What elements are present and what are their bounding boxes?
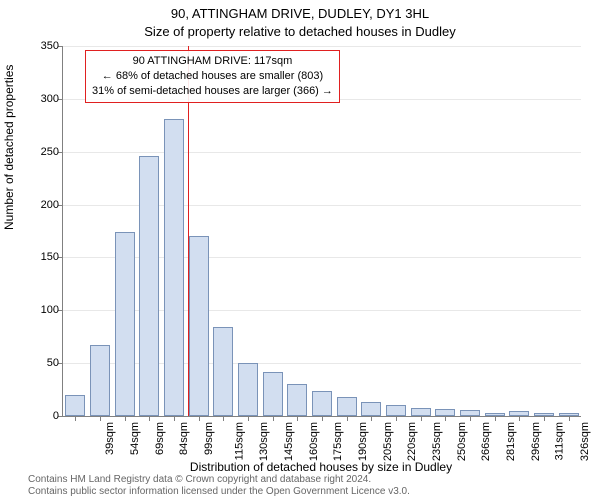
footer-attribution: Contains HM Land Registry data © Crown c… <box>28 474 410 498</box>
xtick-mark <box>421 416 422 421</box>
xtick-label: 296sqm <box>530 422 542 461</box>
xtick-mark <box>297 416 298 421</box>
histogram-bar <box>213 327 233 416</box>
xtick-mark <box>470 416 471 421</box>
chart-title-sub: Size of property relative to detached ho… <box>0 24 600 39</box>
histogram-bar <box>115 232 135 416</box>
histogram-bar <box>139 156 159 416</box>
histogram-bar <box>386 405 406 416</box>
footer-line-2: Contains public sector information licen… <box>28 486 410 498</box>
xtick-label: 190sqm <box>357 422 369 461</box>
xtick-label: 115sqm <box>233 422 245 460</box>
histogram-bar <box>361 402 381 416</box>
histogram-bar <box>90 345 110 416</box>
xtick-label: 250sqm <box>456 422 468 461</box>
property-info-box: 90 ATTINGHAM DRIVE: 117sqm← 68% of detac… <box>85 50 340 103</box>
histogram-bar <box>164 119 184 416</box>
xtick-label: 84sqm <box>178 422 190 455</box>
gridline <box>63 152 581 153</box>
xtick-label: 235sqm <box>431 422 443 461</box>
ytick-label: 350 <box>19 40 59 52</box>
histogram-bar <box>238 363 258 416</box>
ytick-label: 250 <box>19 146 59 158</box>
histogram-bar <box>287 384 307 416</box>
histogram-bar <box>435 409 455 416</box>
xtick-mark <box>149 416 150 421</box>
ytick-label: 150 <box>19 251 59 263</box>
y-axis-label: Number of detached properties <box>2 65 16 230</box>
xtick-mark <box>125 416 126 421</box>
histogram-bar <box>312 391 332 416</box>
xtick-mark <box>569 416 570 421</box>
xtick-label: 326sqm <box>579 422 591 461</box>
footer-line-1: Contains HM Land Registry data © Crown c… <box>28 474 410 486</box>
info-line-larger: 31% of semi-detached houses are larger (… <box>92 84 333 99</box>
chart-title-main: 90, ATTINGHAM DRIVE, DUDLEY, DY1 3HL <box>0 6 600 21</box>
xtick-mark <box>519 416 520 421</box>
ytick-label: 300 <box>19 93 59 105</box>
xtick-label: 175sqm <box>332 422 344 461</box>
xtick-mark <box>174 416 175 421</box>
ytick-label: 100 <box>19 304 59 316</box>
xtick-label: 281sqm <box>505 422 517 461</box>
histogram-bar <box>411 408 431 416</box>
xtick-mark <box>199 416 200 421</box>
plot-area: 90 ATTINGHAM DRIVE: 117sqm← 68% of detac… <box>62 46 581 417</box>
xtick-mark <box>322 416 323 421</box>
xtick-mark <box>223 416 224 421</box>
xtick-label: 69sqm <box>154 422 166 455</box>
info-line-smaller: ← 68% of detached houses are smaller (80… <box>92 69 333 84</box>
xtick-label: 266sqm <box>480 422 492 461</box>
xtick-mark <box>371 416 372 421</box>
xtick-label: 311sqm <box>554 422 566 460</box>
xtick-mark <box>445 416 446 421</box>
xtick-label: 54sqm <box>129 422 141 455</box>
xtick-mark <box>273 416 274 421</box>
gridline <box>63 46 581 47</box>
xtick-mark <box>248 416 249 421</box>
xtick-label: 99sqm <box>203 422 215 455</box>
xtick-mark <box>544 416 545 421</box>
xtick-mark <box>495 416 496 421</box>
xtick-label: 160sqm <box>308 422 320 461</box>
x-axis-label: Distribution of detached houses by size … <box>62 460 580 474</box>
xtick-label: 130sqm <box>258 422 270 461</box>
xtick-mark <box>100 416 101 421</box>
histogram-bar <box>337 397 357 416</box>
xtick-mark <box>347 416 348 421</box>
ytick-label: 0 <box>19 410 59 422</box>
xtick-label: 39sqm <box>104 422 116 455</box>
ytick-label: 50 <box>19 357 59 369</box>
xtick-label: 220sqm <box>406 422 418 461</box>
xtick-label: 205sqm <box>382 422 394 461</box>
histogram-bar <box>65 395 85 416</box>
info-line-size: 90 ATTINGHAM DRIVE: 117sqm <box>92 54 333 69</box>
ytick-label: 200 <box>19 199 59 211</box>
chart-container: 90, ATTINGHAM DRIVE, DUDLEY, DY1 3HL Siz… <box>0 0 600 500</box>
xtick-mark <box>396 416 397 421</box>
xtick-label: 145sqm <box>283 422 295 461</box>
histogram-bar <box>263 372 283 416</box>
xtick-mark <box>75 416 76 421</box>
histogram-bar <box>189 236 209 416</box>
